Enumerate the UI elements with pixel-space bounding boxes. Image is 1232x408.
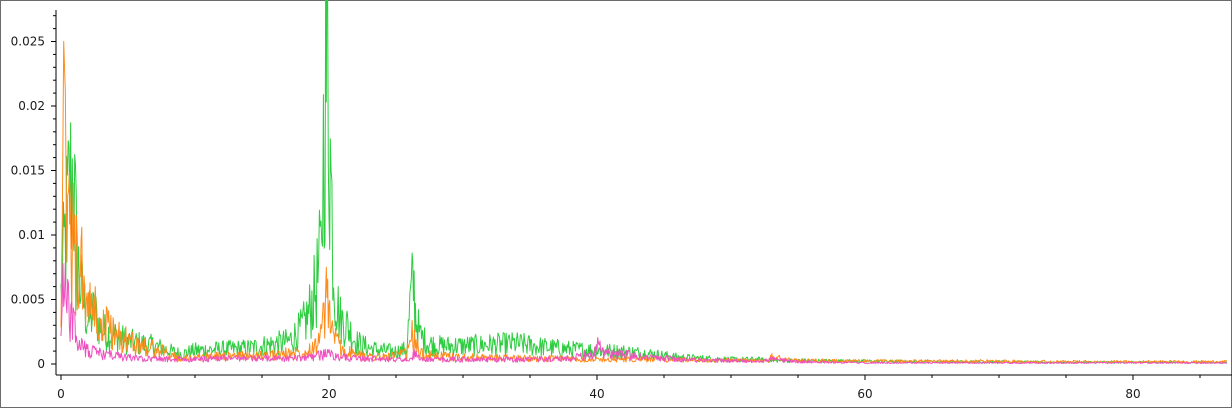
y-tick-label: 0 (37, 357, 45, 371)
x-tick-label: 60 (857, 387, 872, 401)
y-tick-label: 0.025 (11, 35, 45, 49)
series-line-1 (60, 0, 1228, 364)
x-tick-label: 0 (57, 387, 65, 401)
series-line-2 (60, 40, 1228, 364)
x-tick-label: 80 (1125, 387, 1140, 401)
y-tick-label: 0.015 (11, 164, 45, 178)
y-tick-label: 0.005 (11, 293, 45, 307)
x-tick-label: 20 (321, 387, 336, 401)
series-line-3 (60, 262, 1228, 364)
y-tick-label: 0.01 (18, 228, 45, 242)
y-tick-label: 0.02 (18, 99, 45, 113)
x-tick-label: 40 (589, 387, 604, 401)
